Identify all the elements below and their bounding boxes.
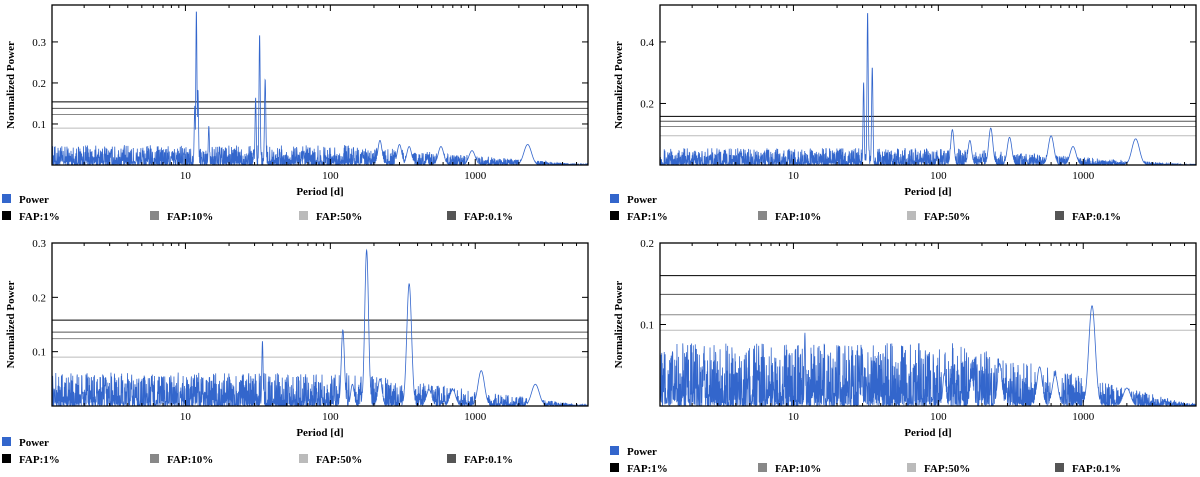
legend-label-fap-01: FAP:0.1% [1072, 211, 1121, 223]
power-series-line [660, 12, 1196, 165]
y-tick-label: 0.4 [640, 37, 654, 49]
x-tick-label: 100 [322, 170, 339, 182]
y-axis-label: Normalized Power [5, 41, 17, 129]
legend-label-fap-50: FAP:50% [316, 454, 362, 466]
x-tick-label: 1000 [1072, 170, 1095, 182]
x-tick-label: 10 [180, 170, 192, 182]
y-tick-label: 0.1 [32, 119, 46, 131]
x-tick-label: 100 [322, 411, 339, 423]
x-tick-label: 100 [930, 170, 947, 182]
x-tick-label: 1000 [464, 411, 487, 423]
y-tick-label: 0.2 [640, 98, 654, 110]
legend-swatch-fap-1 [610, 211, 619, 220]
y-axis-label: Normalized Power [5, 281, 17, 369]
x-tick-label: 10 [788, 411, 800, 423]
legend-label-fap-01: FAP:0.1% [464, 454, 513, 466]
legend-label-power: Power [627, 194, 657, 206]
x-axis-label: Period [d] [904, 427, 951, 439]
x-axis-label: Period [d] [296, 186, 343, 198]
legend: Power FAP:1% FAP:10% FAP:50% FAP:0.1% [2, 194, 513, 223]
plot-frame [51, 4, 589, 166]
x-tick-label: 1000 [464, 170, 487, 182]
legend: Power FAP:1% FAP:10% FAP:50% FAP:0.1% [610, 194, 1121, 223]
legend-swatch-fap-50 [299, 454, 308, 463]
x-axis-label: Period [d] [296, 427, 343, 439]
legend: Power FAP:1% FAP:10% FAP:50% FAP:0.1% [610, 446, 1121, 475]
x-tick-label: 10 [788, 170, 800, 182]
legend-label-fap-1: FAP:1% [627, 211, 668, 223]
y-axis-label: Normalized Power [613, 281, 625, 369]
periodogram-panel-1: 10 100 1000 0.1 0.2 0.3 Period [d] Normalized P… [2, 4, 589, 223]
power-series-line [52, 11, 588, 165]
legend-label-fap-01: FAP:0.1% [464, 211, 513, 223]
legend-label-fap-10: FAP:10% [167, 211, 213, 223]
legend: Power FAP:1% FAP:10% FAP:50% FAP:0.1% [2, 437, 513, 466]
legend-swatch-fap-1 [610, 463, 619, 472]
legend-swatch-fap-50 [907, 463, 916, 472]
y-tick-label: 0.3 [32, 238, 46, 250]
y-tick-label: 0.3 [32, 37, 46, 49]
legend-swatch-power [610, 446, 619, 455]
legend-swatch-fap-10 [758, 463, 767, 472]
legend-label-power: Power [19, 194, 49, 206]
legend-swatch-fap-01 [447, 454, 456, 463]
legend-label-fap-10: FAP:10% [167, 454, 213, 466]
legend-label-fap-10: FAP:10% [775, 463, 821, 475]
legend-label-fap-50: FAP:50% [316, 211, 362, 223]
legend-swatch-fap-50 [299, 211, 308, 220]
legend-swatch-power [2, 194, 11, 203]
legend-label-fap-10: FAP:10% [775, 211, 821, 223]
y-tick-label: 0.1 [32, 347, 46, 359]
legend-swatch-fap-10 [150, 454, 159, 463]
y-tick-label: 0.2 [32, 78, 46, 90]
legend-swatch-fap-1 [2, 454, 11, 463]
legend-swatch-fap-10 [150, 211, 159, 220]
legend-label-fap-01: FAP:0.1% [1072, 463, 1121, 475]
legend-swatch-power [610, 194, 619, 203]
x-tick-label: 1000 [1072, 411, 1095, 423]
legend-swatch-fap-01 [447, 211, 456, 220]
legend-swatch-fap-01 [1055, 463, 1064, 472]
legend-swatch-fap-1 [2, 211, 11, 220]
power-series-line [660, 305, 1196, 406]
legend-label-fap-50: FAP:50% [924, 463, 970, 475]
legend-swatch-fap-10 [758, 211, 767, 220]
y-tick-label: 0.1 [640, 320, 654, 332]
power-series-line [52, 248, 588, 406]
y-tick-label: 0.2 [640, 238, 654, 250]
y-axis-label: Normalized Power [613, 41, 625, 129]
legend-label-fap-1: FAP:1% [627, 463, 668, 475]
legend-label-power: Power [627, 446, 657, 458]
periodogram-panel-2: 10 100 1000 0.2 0.4 Period [d] Normalized Powe… [610, 4, 1197, 223]
plot-frame [51, 242, 589, 407]
periodogram-panel-3: 10 100 1000 0.1 0.2 0.3 Period [d] Normalized P… [2, 238, 589, 466]
plot-frame [659, 4, 1197, 166]
legend-label-fap-50: FAP:50% [924, 211, 970, 223]
x-tick-label: 10 [180, 411, 192, 423]
legend-swatch-power [2, 437, 11, 446]
periodogram-panel-4: 10 100 1000 0.1 0.2 Period [d] Normalized Powe… [610, 238, 1197, 475]
legend-swatch-fap-01 [1055, 211, 1064, 220]
legend-label-power: Power [19, 437, 49, 449]
legend-label-fap-1: FAP:1% [19, 454, 60, 466]
y-tick-label: 0.2 [32, 292, 46, 304]
legend-label-fap-1: FAP:1% [19, 211, 60, 223]
x-axis-label: Period [d] [904, 186, 951, 198]
x-tick-label: 100 [930, 411, 947, 423]
legend-swatch-fap-50 [907, 211, 916, 220]
